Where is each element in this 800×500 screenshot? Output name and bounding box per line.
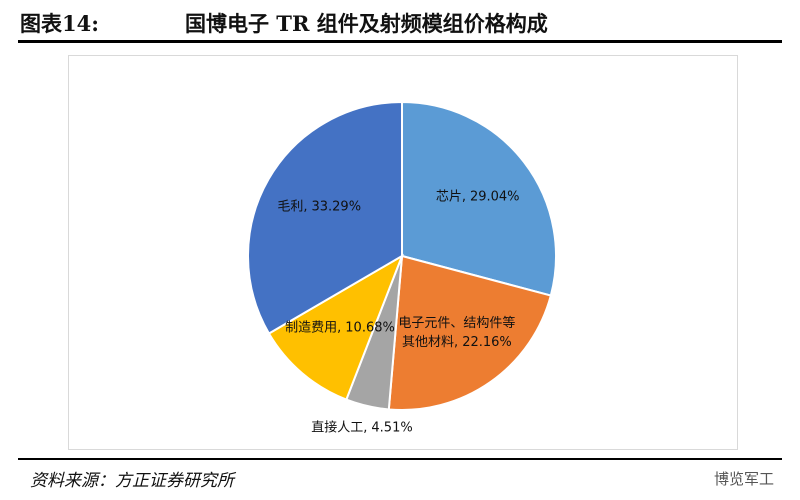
chart-frame (68, 55, 738, 450)
data-label: 毛利, 33.29% (257, 199, 381, 218)
pie-slice (387, 254, 553, 411)
category-label: 制造费用, (285, 320, 342, 336)
rule (18, 40, 782, 43)
watermark: 博览军工 (713, 470, 774, 488)
value-label: 4.51% (371, 420, 413, 436)
value-label: 29.04% (469, 189, 520, 205)
data-label: 芯片, 29.04% (416, 188, 540, 207)
value-label: 33.29% (311, 200, 362, 215)
category-label: 芯片, (435, 189, 466, 205)
category-label: 毛利, (277, 200, 308, 215)
data-label: 直接人工, 4.51% (282, 419, 442, 438)
chart-title: 国博电子 TR 组件及射频模组价格构成 (185, 11, 548, 36)
rule (18, 458, 782, 460)
data-label: 制造费用, 10.68% (278, 319, 402, 338)
figure-number: 图表14: (20, 11, 99, 36)
source-note: 资料来源：方正证券研究所 (30, 471, 234, 491)
value-label: 22.16% (462, 335, 512, 351)
data-label: 电子元件、结构件等其他材料, 22.16% (395, 315, 519, 353)
category-label: 直接人工, (311, 420, 368, 436)
value-label: 10.68% (345, 320, 395, 336)
pie-slice (247, 100, 403, 335)
category-label: 电子元件、结构件等其他材料, (398, 316, 516, 351)
pie-slice (401, 100, 557, 297)
pie-slice (267, 253, 404, 401)
